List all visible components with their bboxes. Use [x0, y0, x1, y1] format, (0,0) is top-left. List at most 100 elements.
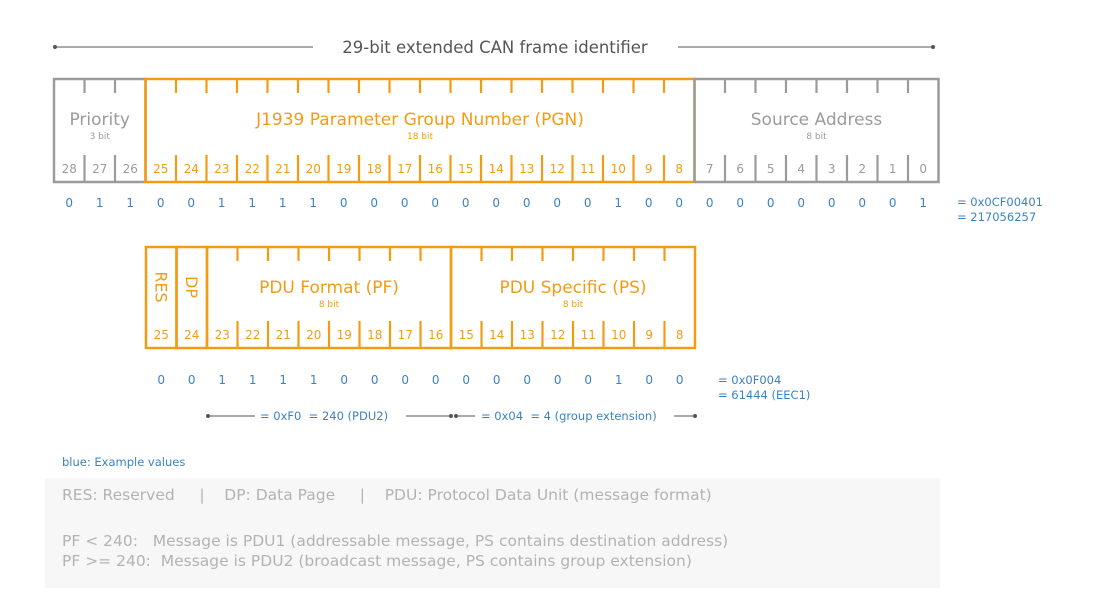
bit-number: 27 — [92, 162, 107, 176]
bit-value: 1 — [309, 196, 317, 210]
bit-number: 18 — [367, 162, 382, 176]
bit-value: 1 — [218, 373, 226, 387]
frame-dec-value: = 217056257 — [957, 210, 1036, 224]
bit-value: 0 — [401, 373, 409, 387]
bit-number: 10 — [611, 162, 626, 176]
bit-number: 23 — [214, 162, 229, 176]
bit-number: 11 — [580, 162, 595, 176]
bit-value: 0 — [523, 196, 531, 210]
bit-value: 1 — [126, 196, 134, 210]
legend-abbreviations: RES: Reserved | DP: Data Page | PDU: Pro… — [62, 486, 712, 504]
frame-title: 29-bit extended CAN frame identifier — [342, 38, 648, 57]
bit-number: 4 — [797, 162, 805, 176]
bit-value: 0 — [157, 196, 165, 210]
bit-number: 14 — [489, 162, 504, 176]
bit-value: 0 — [676, 373, 684, 387]
bit-value: 1 — [614, 196, 622, 210]
can-identifier-diagram: 29-bit extended CAN frame identifier Pri… — [52, 38, 1043, 423]
title-line-right-dot — [931, 45, 935, 49]
bit-value: 0 — [432, 373, 440, 387]
bit-number: 9 — [645, 162, 653, 176]
bit-value: 0 — [157, 373, 165, 387]
bit-number: 11 — [581, 328, 596, 342]
bit-value: 0 — [553, 196, 561, 210]
bit-number: 10 — [611, 328, 626, 342]
bit-value: 1 — [279, 373, 287, 387]
bit-value: 1 — [919, 196, 927, 210]
bit-number: 17 — [397, 162, 412, 176]
bit-value: 1 — [218, 196, 226, 210]
bit-value: 0 — [340, 196, 348, 210]
bit-number: 16 — [428, 162, 443, 176]
bit-number: 17 — [398, 328, 413, 342]
bit-value: 0 — [889, 196, 897, 210]
bit-number: 25 — [153, 162, 168, 176]
bit-number: 26 — [123, 162, 138, 176]
bit-value: 0 — [584, 373, 592, 387]
bit-number: 24 — [184, 162, 199, 176]
bit-value: 0 — [493, 373, 501, 387]
bit-value: 0 — [797, 196, 805, 210]
ps-value: = 0x04 = 4 (group extension) — [481, 409, 657, 423]
bit-value: 0 — [431, 196, 439, 210]
bit-value: 0 — [492, 196, 500, 210]
bit-number: 13 — [519, 162, 534, 176]
bit-number: 9 — [645, 328, 653, 342]
pf-value-bracket: = 0xF0 = 240 (PDU2) — [206, 409, 453, 423]
bit-value: 1 — [248, 196, 256, 210]
bit-value: 0 — [554, 373, 562, 387]
example-values-note: blue: Example values — [62, 455, 186, 469]
bit-value: 0 — [340, 373, 348, 387]
bit-value: 0 — [187, 196, 195, 210]
pgn-dec-value: = 61444 (EEC1) — [718, 388, 810, 402]
bit-value: 0 — [858, 196, 866, 210]
legend-pdu1-rule: PF < 240: Message is PDU1 (addressable m… — [62, 532, 729, 550]
bit-value: 0 — [645, 196, 653, 210]
bit-number: 18 — [367, 328, 382, 342]
bit-number: 8 — [676, 328, 684, 342]
bit-value: 0 — [675, 196, 683, 210]
bit-number: 5 — [767, 162, 775, 176]
field-label-dp: DP — [182, 276, 201, 298]
bit-number: 16 — [428, 328, 443, 342]
bit-number: 7 — [706, 162, 714, 176]
title-group: 29-bit extended CAN frame identifier — [53, 38, 935, 57]
field-label-res: RES — [151, 271, 170, 302]
bit-number: 1 — [889, 162, 897, 176]
bit-value: 0 — [584, 196, 592, 210]
field-bit-count: 8 bit — [806, 132, 827, 142]
bit-value: 0 — [371, 373, 379, 387]
field-bit-count: 8 bit — [319, 300, 340, 310]
legend-pdu2-rule: PF >= 240: Message is PDU2 (broadcast me… — [62, 552, 692, 570]
bit-value: 0 — [828, 196, 836, 210]
pf-bracket-dot-left — [206, 414, 210, 418]
bit-value: 0 — [462, 196, 470, 210]
pgn-hex-value: = 0x0F004 — [718, 373, 781, 387]
bit-number: 0 — [919, 162, 927, 176]
bit-number: 15 — [458, 162, 473, 176]
ps-bracket-dot-right — [693, 414, 697, 418]
bit-number: 12 — [550, 328, 565, 342]
title-line-left-dot — [53, 45, 57, 49]
bit-number: 24 — [184, 328, 199, 342]
bit-number: 8 — [675, 162, 683, 176]
bit-number: 13 — [520, 328, 535, 342]
field-bit-count: 3 bit — [90, 132, 111, 142]
bit-number: 23 — [215, 328, 230, 342]
field-label: J1939 Parameter Group Number (PGN) — [255, 110, 584, 130]
bit-number: 22 — [245, 328, 260, 342]
bit-value: 0 — [706, 196, 714, 210]
bit-number: 19 — [337, 328, 352, 342]
bit-value: 0 — [767, 196, 775, 210]
bit-number: 14 — [489, 328, 504, 342]
bit-value: 0 — [462, 373, 470, 387]
bit-value: 1 — [310, 373, 318, 387]
bit-value: 0 — [736, 196, 744, 210]
bit-number: 22 — [245, 162, 260, 176]
bit-number: 2 — [858, 162, 866, 176]
bit-number: 19 — [336, 162, 351, 176]
bit-value: 0 — [645, 373, 653, 387]
field-box — [449, 245, 697, 350]
ps-value-bracket: = 0x04 = 4 (group extension) — [454, 409, 697, 423]
